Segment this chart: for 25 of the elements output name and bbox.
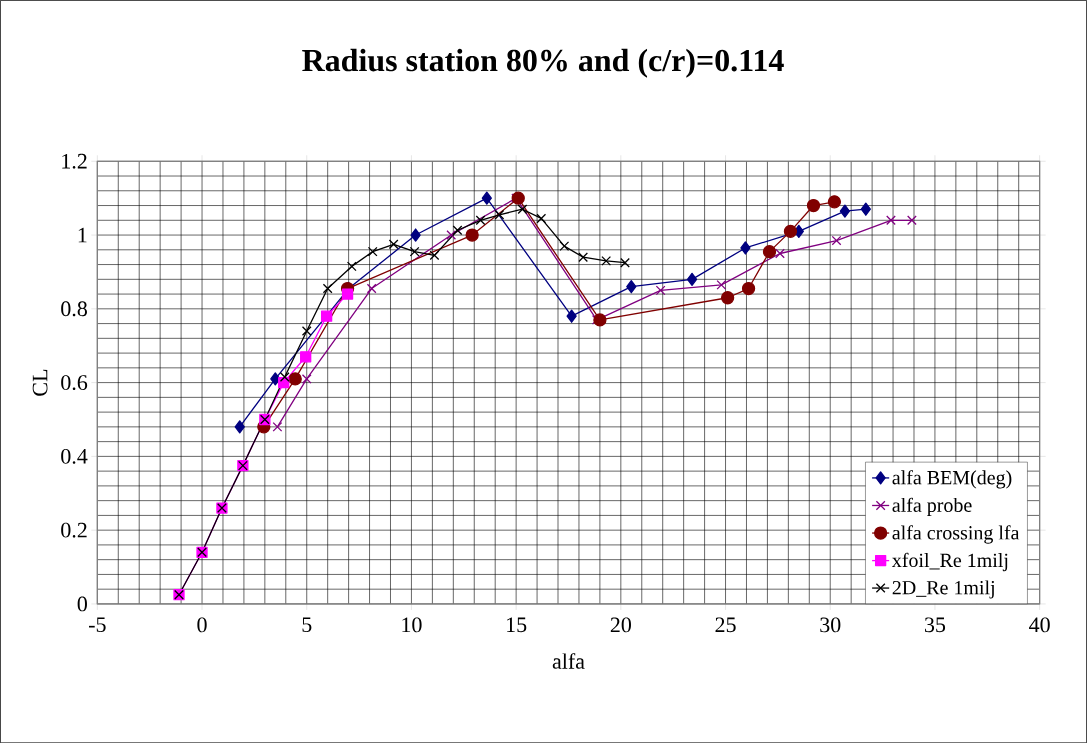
- legend-label: alfa crossing lfa: [892, 525, 1020, 544]
- x-tick-label: 0: [197, 617, 207, 633]
- x-tick-label: 5: [302, 617, 312, 632]
- x-tick-label: 15: [507, 617, 527, 633]
- x-tick-label: 40: [1029, 617, 1050, 633]
- x-tick-label: 35: [924, 617, 946, 633]
- x-tick-label: 30: [820, 617, 841, 633]
- y-tick-label: 0.4: [61, 448, 88, 464]
- legend-label: alfa probe: [892, 497, 972, 516]
- x-tick-label: 10: [402, 617, 422, 633]
- x-axis-title: alfa: [552, 653, 585, 669]
- x-tick-label: -5: [89, 617, 106, 632]
- x-tick-label: 25: [715, 617, 736, 633]
- y-tick-label: 0.8: [61, 301, 87, 317]
- chart-title: Radius station 80% and (c/r)=0.114: [302, 48, 784, 78]
- y-tick-label: 1.2: [62, 153, 87, 169]
- legend-label: xfoil_Re 1milj: [891, 552, 1008, 572]
- y-tick-label: 1: [78, 227, 87, 243]
- y-axis-title: CL: [32, 369, 48, 396]
- legend-label: 2D_Re 1milj: [892, 580, 994, 599]
- y-tick-label: 0: [77, 596, 87, 612]
- y-tick-label: 0.2: [61, 522, 87, 538]
- x-tick-label: 20: [610, 617, 631, 633]
- legend-label: alfa BEM(deg): [892, 470, 1012, 489]
- y-tick-label: 0.6: [61, 375, 88, 390]
